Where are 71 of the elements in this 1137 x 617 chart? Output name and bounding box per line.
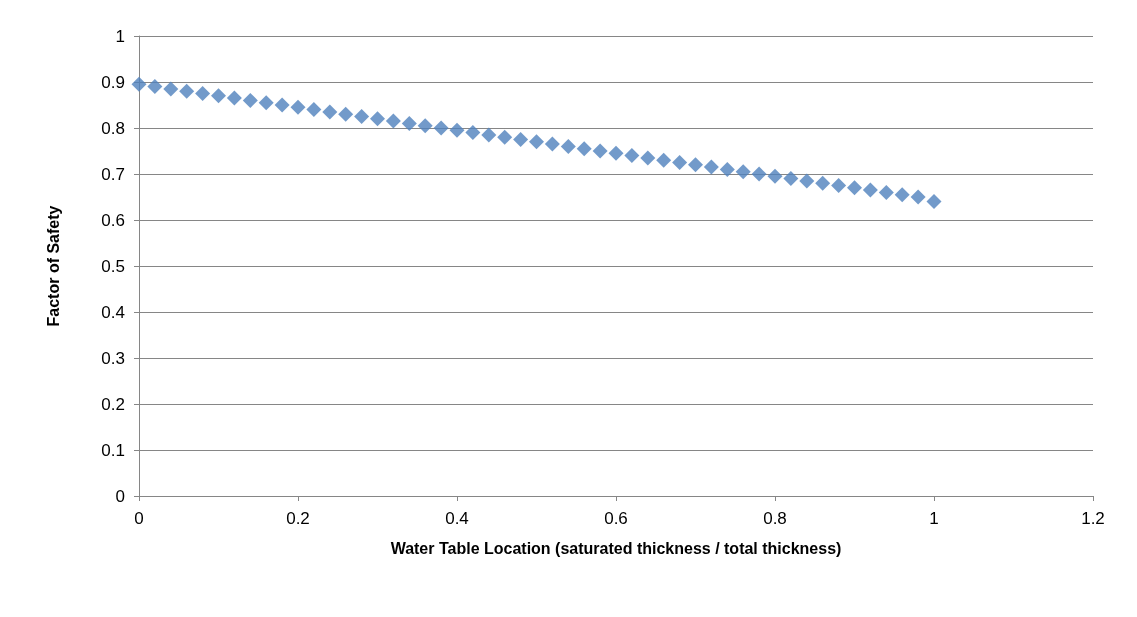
point bbox=[751, 166, 767, 182]
x-tick-label: 0.2 bbox=[286, 509, 310, 528]
point bbox=[163, 81, 179, 97]
y-tick-label: 1 bbox=[115, 26, 125, 46]
point bbox=[910, 189, 926, 205]
y-tick-label: 0 bbox=[115, 486, 125, 506]
y-tick-label: 0.3 bbox=[101, 348, 125, 368]
point bbox=[894, 187, 910, 203]
point bbox=[513, 132, 529, 147]
point bbox=[354, 109, 370, 124]
y-tick-label: 0.4 bbox=[101, 302, 125, 322]
point bbox=[211, 88, 226, 104]
point bbox=[719, 161, 735, 177]
point bbox=[815, 175, 831, 191]
y-tick-label: 0.5 bbox=[101, 256, 125, 276]
point bbox=[465, 125, 481, 141]
point bbox=[862, 182, 878, 198]
x-tick-label: 0.8 bbox=[763, 509, 787, 528]
y-tick-label: 0.7 bbox=[101, 164, 125, 184]
point bbox=[370, 111, 385, 127]
point bbox=[767, 168, 783, 184]
point bbox=[640, 150, 656, 166]
point bbox=[847, 180, 862, 196]
point bbox=[529, 134, 544, 150]
y-tick-label: 0.6 bbox=[101, 210, 125, 230]
point bbox=[195, 86, 211, 101]
point bbox=[322, 104, 338, 120]
point bbox=[179, 83, 195, 99]
point bbox=[672, 155, 688, 170]
point bbox=[481, 127, 497, 143]
point bbox=[131, 76, 147, 92]
point bbox=[656, 152, 672, 168]
point bbox=[799, 173, 815, 189]
x-tick-label: 0.6 bbox=[604, 509, 628, 528]
point bbox=[576, 141, 592, 157]
point bbox=[560, 138, 576, 154]
point bbox=[703, 159, 719, 175]
point bbox=[274, 97, 290, 113]
point bbox=[385, 113, 401, 129]
point bbox=[497, 129, 513, 145]
point bbox=[926, 194, 942, 210]
point bbox=[226, 90, 242, 106]
point bbox=[433, 120, 449, 136]
x-tick-label: 1 bbox=[929, 509, 939, 528]
point bbox=[258, 95, 274, 111]
y-axis-title: Factor of Safety bbox=[44, 205, 62, 327]
x-axis-title: Water Table Location (saturated thickness / total thickness) bbox=[390, 539, 842, 557]
point bbox=[242, 92, 258, 108]
point bbox=[449, 122, 465, 138]
x-tick-label: 1.2 bbox=[1081, 509, 1105, 528]
point bbox=[338, 106, 354, 122]
point bbox=[417, 118, 433, 134]
point bbox=[544, 136, 560, 152]
point bbox=[401, 115, 417, 131]
point bbox=[147, 79, 163, 95]
point bbox=[592, 143, 608, 159]
point bbox=[688, 157, 703, 173]
point bbox=[783, 171, 799, 187]
x-tick-label: 0 bbox=[134, 509, 144, 528]
point bbox=[306, 102, 322, 118]
point bbox=[624, 148, 640, 164]
y-tick-label: 0.8 bbox=[101, 118, 125, 138]
y-tick-label: 0.9 bbox=[101, 72, 125, 92]
point bbox=[878, 184, 894, 200]
point bbox=[608, 145, 624, 161]
point bbox=[290, 99, 306, 115]
y-tick-label: 0.2 bbox=[101, 394, 125, 414]
x-tick-label: 0.4 bbox=[445, 509, 469, 528]
point bbox=[735, 164, 751, 180]
y-tick-label: 0.1 bbox=[101, 440, 125, 460]
point bbox=[831, 178, 847, 193]
